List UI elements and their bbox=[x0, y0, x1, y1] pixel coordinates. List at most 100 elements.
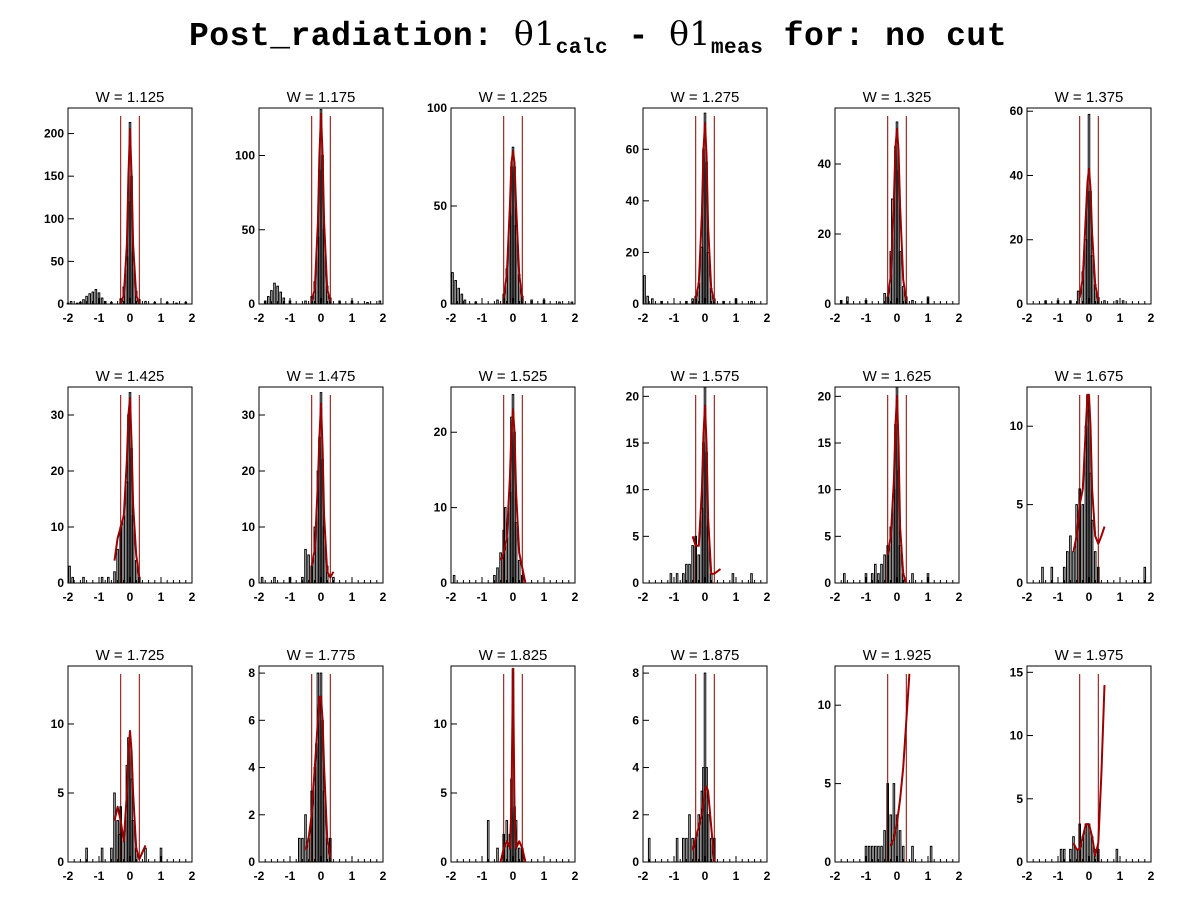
y-tick-label: 10 bbox=[434, 717, 448, 731]
y-tick-label: 5 bbox=[632, 529, 639, 543]
histogram-panel: W = 1.675 -2 -1 0 1 2 0 5 10 bbox=[1010, 368, 1155, 604]
x-tick-label: 1 bbox=[733, 590, 740, 604]
histogram-bar bbox=[685, 837, 688, 863]
histogram-bar bbox=[1143, 566, 1147, 584]
histogram-bar bbox=[685, 563, 688, 584]
y-tick-label: 15 bbox=[818, 436, 832, 450]
histogram-panel: W = 1.125 -2 -1 0 1 2 0 50 100 150 200 bbox=[44, 89, 196, 325]
histogram-bar bbox=[267, 296, 270, 305]
y-tick-label: 10 bbox=[818, 483, 832, 497]
x-tick-label: -2 bbox=[63, 869, 74, 883]
x-tick-label: -2 bbox=[63, 590, 74, 604]
histogram-bar bbox=[1121, 300, 1125, 305]
histogram-bar bbox=[722, 300, 725, 305]
panel-title: W = 1.525 bbox=[479, 368, 548, 385]
x-tick-label: -2 bbox=[446, 311, 457, 325]
y-tick-label: 100 bbox=[427, 101, 447, 115]
x-tick-label: -1 bbox=[94, 590, 105, 604]
histogram-bar bbox=[867, 845, 871, 863]
y-tick-label: 5 bbox=[57, 786, 64, 800]
x-tick-label: -2 bbox=[830, 590, 841, 604]
histogram-bar bbox=[898, 830, 902, 863]
x-tick-label: 0 bbox=[1086, 311, 1093, 325]
histogram-bar bbox=[378, 300, 382, 305]
x-tick-label: 2 bbox=[572, 869, 579, 883]
y-tick-label: 150 bbox=[44, 169, 64, 183]
plot-frame bbox=[834, 665, 960, 863]
y-tick-label: 0 bbox=[824, 855, 831, 869]
panel-title: W = 1.475 bbox=[287, 368, 356, 385]
histogram-bar bbox=[883, 293, 886, 305]
fit-curve bbox=[119, 128, 141, 304]
x-tick-label: -1 bbox=[1053, 869, 1064, 883]
fit-curve bbox=[113, 729, 147, 861]
histogram-bar bbox=[1066, 551, 1069, 584]
y-tick-label: 2 bbox=[632, 808, 639, 822]
x-tick-label: 0 bbox=[1086, 590, 1093, 604]
x-tick-label: -1 bbox=[477, 590, 488, 604]
histogram-bar bbox=[288, 576, 292, 584]
histogram-bar bbox=[892, 783, 896, 863]
histogram-bar bbox=[66, 302, 70, 305]
panel-title: W = 1.575 bbox=[671, 368, 740, 385]
plot-frame bbox=[450, 107, 576, 305]
histogram-bar bbox=[463, 299, 467, 305]
histogram-bar bbox=[1072, 551, 1075, 584]
x-tick-label: 2 bbox=[956, 311, 963, 325]
histogram-bar bbox=[85, 847, 88, 863]
histogram-bar bbox=[542, 299, 546, 305]
plot-frame bbox=[67, 665, 193, 863]
x-tick-label: 1 bbox=[925, 311, 932, 325]
x-tick-label: 2 bbox=[764, 869, 771, 883]
histogram-bar bbox=[119, 806, 122, 863]
histogram-bar bbox=[864, 573, 868, 584]
histogram-bar bbox=[366, 302, 369, 305]
histogram-bar bbox=[926, 296, 930, 305]
y-tick-label: 5 bbox=[1016, 498, 1023, 512]
histogram-bar bbox=[122, 515, 126, 584]
histogram-bar bbox=[1041, 566, 1044, 584]
histogram-bar bbox=[110, 301, 113, 305]
plot-frame bbox=[1026, 107, 1152, 305]
histogram-bar bbox=[558, 301, 561, 305]
histogram-bar bbox=[88, 293, 91, 305]
histogram-bar bbox=[675, 573, 679, 584]
histogram-bar bbox=[113, 571, 116, 584]
histogram-bar bbox=[1076, 290, 1080, 305]
histogram-bar bbox=[310, 565, 313, 584]
histogram-bar bbox=[452, 574, 456, 584]
x-tick-label: -2 bbox=[1022, 311, 1033, 325]
histogram-bar bbox=[1062, 566, 1066, 584]
x-tick-label: 0 bbox=[127, 590, 134, 604]
x-tick-label: -1 bbox=[669, 311, 680, 325]
histogram-bar bbox=[454, 279, 457, 305]
plot-frame bbox=[1026, 386, 1152, 584]
y-tick-label: 5 bbox=[440, 786, 447, 800]
histogram-bar bbox=[69, 300, 73, 305]
histogram-bar bbox=[1093, 551, 1097, 584]
y-tick-label: 10 bbox=[434, 501, 448, 515]
y-tick-label: 0 bbox=[824, 297, 831, 311]
histogram-bar bbox=[350, 300, 354, 305]
x-tick-label: 0 bbox=[318, 311, 325, 325]
figure-title: Post_radiation: θ1calc - θ1meas for: no … bbox=[0, 14, 1196, 60]
histogram-bar bbox=[688, 563, 691, 584]
x-tick-label: 2 bbox=[380, 311, 387, 325]
x-tick-label: 2 bbox=[572, 311, 579, 325]
histogram-panel: W = 1.225 -2 -1 0 1 2 0 50 100 bbox=[427, 89, 579, 325]
histogram-bar bbox=[750, 300, 753, 305]
histogram-bar bbox=[911, 300, 914, 305]
histogram-bar bbox=[870, 845, 874, 863]
histogram-bar bbox=[864, 845, 868, 863]
histogram-bar bbox=[929, 845, 933, 863]
histogram-panel: W = 1.975 -2 -1 0 1 2 0 5 10 15 bbox=[1010, 647, 1155, 883]
histogram-bar bbox=[647, 837, 651, 863]
y-tick-label: 20 bbox=[626, 389, 640, 403]
x-tick-label: -2 bbox=[446, 869, 457, 883]
x-tick-label: 2 bbox=[764, 311, 771, 325]
histogram-bar bbox=[279, 291, 282, 305]
x-tick-label: -1 bbox=[285, 590, 296, 604]
y-tick-label: 10 bbox=[626, 483, 640, 497]
